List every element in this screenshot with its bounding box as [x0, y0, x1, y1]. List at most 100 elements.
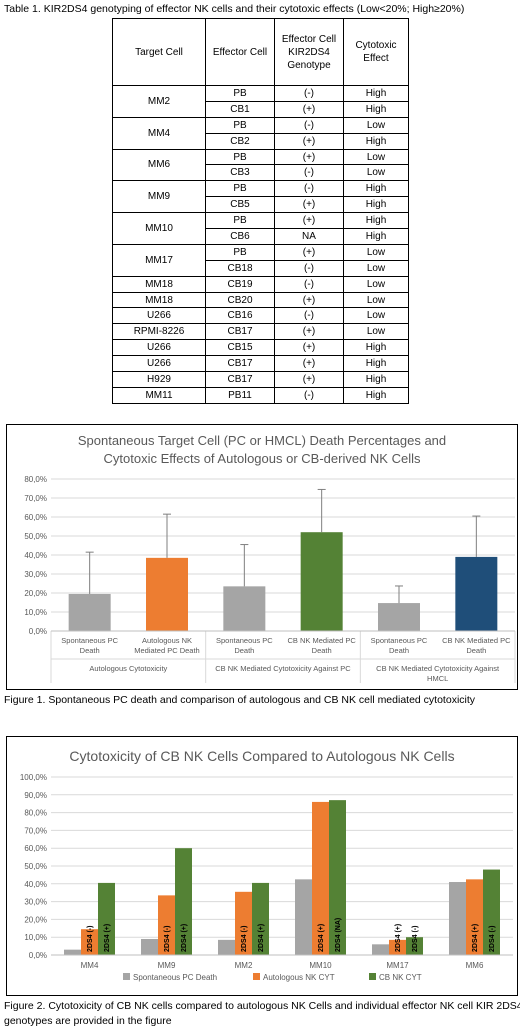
cell-effector: PB — [205, 212, 275, 230]
y-tick-label: 10,0% — [24, 608, 47, 617]
table-row: U266 CB15 (+) High — [112, 339, 409, 357]
bar-cb-nk — [329, 800, 346, 955]
table-row: CB18 (-) Low — [113, 259, 409, 277]
cell-effect: Low — [343, 323, 409, 341]
cell-genotype: (+) — [274, 148, 344, 166]
bar-spontaneous — [141, 938, 158, 955]
y-tick-label: 40,0% — [24, 880, 47, 889]
bar — [68, 593, 111, 631]
table-row: CB1 (+) High — [113, 100, 409, 118]
cell-target: MM18 — [112, 291, 206, 309]
x-category-label: MM2 — [235, 961, 253, 970]
header-genotype: Effector Cell KIR2DS4 Genotype — [274, 18, 344, 86]
cell-effector: CB5 — [205, 196, 275, 214]
cell-target: MM11 — [112, 386, 206, 404]
table-row: U266 CB16 (-) Low — [112, 307, 409, 325]
x-category-label: Spontaneous PC — [371, 636, 428, 645]
bar — [378, 603, 420, 631]
y-tick-label: 40,0% — [24, 551, 47, 560]
figure-1-svg: Spontaneous Target Cell (PC or HMCL) Dea… — [24, 433, 516, 683]
cell-target: RPMI-8226 — [112, 323, 206, 341]
cell-target: MM2 — [112, 85, 206, 118]
legend-swatch — [369, 973, 376, 980]
table-body: MM2 PB (-) High CB1 (+) High MM4 PB (-) Low CB2 (+) H… — [112, 85, 409, 404]
header-effector-cell: Effector Cell — [205, 18, 275, 86]
bar-autologous — [312, 801, 329, 955]
cell-target: MM17 — [112, 243, 206, 277]
table-row: H929 CB17 (+) High — [112, 371, 409, 388]
cell-genotype: (+) — [274, 355, 344, 373]
legend-swatch — [123, 973, 130, 980]
bar-autologous — [81, 929, 98, 955]
table-row: MM6 PB (+) Low — [112, 148, 409, 182]
cell-genotype: (-) — [274, 386, 344, 404]
table-row: U266 CB17 (+) High — [112, 355, 409, 373]
cell-effector: PB — [205, 116, 275, 134]
x-category-label: MM6 — [466, 961, 484, 970]
y-tick-label: 20,0% — [24, 915, 47, 924]
cell-effector: CB17 — [205, 371, 275, 388]
cell-genotype: (-) — [274, 116, 344, 134]
cell-effect: Low — [343, 275, 409, 293]
x-group-label: HMCL — [427, 674, 448, 683]
genotype-data-label: 2DS4 (-) — [164, 926, 171, 952]
cell-effector: CB15 — [205, 339, 275, 357]
bar — [223, 586, 266, 631]
y-tick-label: 30,0% — [24, 570, 47, 579]
cell-effect: Low — [343, 259, 409, 277]
bar-spontaneous — [64, 949, 81, 955]
table-row: CB3 (-) Low — [113, 164, 409, 182]
cell-effect: Low — [343, 148, 409, 166]
bar-spontaneous — [218, 939, 235, 955]
table-row: MM10 PB (+) High — [112, 212, 409, 245]
cell-effector: PB — [205, 180, 275, 198]
genotype-data-label: 2DS4 (-) — [412, 926, 419, 952]
bar-cb-nk — [406, 937, 423, 955]
cell-effect: Low — [343, 307, 409, 325]
cell-target: U266 — [112, 307, 206, 325]
genotype-table: Target Cell Effector Cell Effector Cell K… — [112, 18, 409, 404]
y-tick-label: 90,0% — [24, 791, 47, 800]
x-category-label: Spontaneous PC — [216, 636, 273, 645]
figure-2-caption-line-1: Figure 2. Cytotoxicity of CB NK cells co… — [4, 1000, 520, 1012]
genotype-data-label: 2DS4 (+) — [472, 924, 479, 952]
bar-cb-nk — [175, 848, 192, 955]
cell-genotype: (-) — [274, 180, 344, 198]
table-row: MM18 CB20 (+) Low — [112, 291, 409, 309]
y-tick-label: 20,0% — [24, 589, 47, 598]
bar-cb-nk — [252, 882, 269, 955]
x-group-label: CB NK Mediated Cytotoxicity Against — [376, 664, 500, 673]
cell-effect: High — [343, 85, 409, 102]
bar — [455, 556, 498, 631]
genotype-data-label: 2DS4 (+) — [258, 924, 265, 952]
cell-target: U266 — [112, 355, 206, 373]
cell-effect: High — [343, 355, 409, 373]
cell-effector: CB17 — [205, 323, 275, 341]
bar-autologous — [235, 891, 252, 955]
genotype-data-label: 2DS4 (NA) — [335, 918, 342, 952]
chart-title: Cytotoxicity of CB NK Cells Compared to … — [69, 748, 454, 764]
y-tick-label: 80,0% — [24, 809, 47, 818]
y-tick-label: 80,0% — [24, 475, 47, 484]
cell-target: H929 — [112, 371, 206, 388]
genotype-data-label: 2DS4 (-) — [489, 926, 496, 952]
cell-effect: High — [343, 228, 409, 245]
cell-effector: CB20 — [205, 291, 275, 309]
cell-effector: CB6 — [205, 228, 275, 245]
cell-effector: CB16 — [205, 307, 275, 325]
x-category-label: Death — [466, 646, 486, 655]
x-category-label: Autologous NK — [142, 636, 192, 645]
cell-target: MM4 — [112, 116, 206, 150]
cell-effector: CB2 — [205, 132, 275, 150]
table-row: MM11 PB11 (-) High — [112, 386, 409, 404]
genotype-data-label: 2DS4 (+) — [318, 924, 325, 952]
y-tick-label: 100,0% — [20, 773, 47, 782]
x-category-label: Death — [80, 646, 100, 655]
cell-target: MM18 — [112, 275, 206, 293]
cell-effector: CB17 — [205, 355, 275, 373]
legend-label: Autologous NK CYT — [263, 973, 335, 982]
cell-effector: CB18 — [205, 259, 275, 277]
bar-autologous — [389, 939, 406, 955]
table-row: MM17 PB (+) Low — [112, 243, 409, 277]
cell-genotype: (+) — [274, 100, 344, 118]
